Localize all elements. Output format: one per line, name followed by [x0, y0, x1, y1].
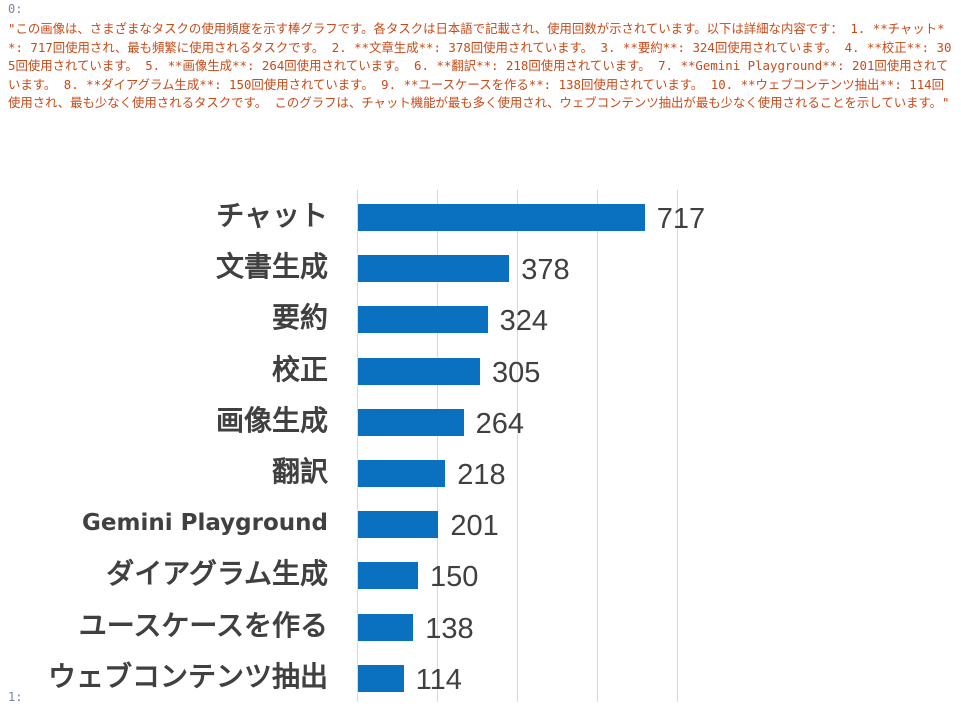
- output-line-index: 0:: [8, 2, 23, 16]
- bar: [358, 357, 480, 385]
- data-label: 324: [499, 305, 548, 338]
- output-text: "この画像は、さまざまなタスクの使用頻度を示す棒グラフです。各タスクは日本語で記…: [8, 21, 952, 111]
- category-label: チャット: [216, 199, 328, 232]
- category-label: ダイアグラム生成: [106, 557, 328, 591]
- category-label: 翻訳: [271, 455, 328, 488]
- output-line-index-next: 1:: [8, 690, 23, 704]
- bar: [358, 664, 404, 692]
- data-label: 717: [656, 203, 706, 235]
- bar: [358, 460, 446, 487]
- data-label: 264: [475, 407, 524, 440]
- bar: [358, 408, 464, 436]
- bar-chart: チャット 717 文書生成 378 要約 324 校正 305 画像生成 264 翻訳 218 Gemi…: [0, 190, 961, 712]
- category-label: 画像生成: [215, 403, 328, 437]
- data-label: 305: [492, 356, 541, 389]
- category-label: Gemini Playground: [82, 510, 328, 537]
- category-label: ウェブコンテンツ抽出: [47, 659, 328, 693]
- category-label: 文書生成: [215, 250, 328, 284]
- category-label: ユースケースを作る: [78, 608, 328, 642]
- category-label: 要約: [271, 301, 328, 335]
- gridline: [597, 190, 598, 702]
- data-label: 201: [450, 510, 499, 543]
- gridline: [517, 190, 518, 702]
- bar: [358, 255, 510, 283]
- bar: [358, 511, 439, 539]
- y-axis-line: [357, 190, 358, 702]
- bar: [358, 204, 645, 231]
- data-label: 218: [457, 459, 506, 491]
- bar: [358, 562, 418, 590]
- category-label: 校正: [271, 352, 328, 386]
- data-label: 114: [415, 663, 462, 696]
- data-label: 138: [425, 612, 474, 645]
- bar: [358, 613, 414, 641]
- gridline: [437, 190, 438, 702]
- data-label: 378: [521, 254, 570, 287]
- bar: [358, 306, 488, 334]
- gridline: [677, 190, 678, 702]
- data-label: 150: [430, 561, 479, 594]
